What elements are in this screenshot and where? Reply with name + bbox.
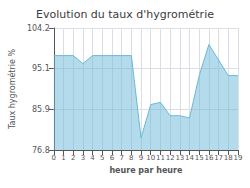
svg-text:95.1: 95.1 xyxy=(32,64,50,73)
svg-text:6: 6 xyxy=(110,154,115,162)
svg-text:Evolution du taux d'hygrométri: Evolution du taux d'hygrométrie xyxy=(36,8,214,21)
svg-text:85.9: 85.9 xyxy=(32,105,50,114)
svg-text:7: 7 xyxy=(119,154,123,162)
svg-text:104.2: 104.2 xyxy=(27,24,50,33)
svg-text:15: 15 xyxy=(195,154,204,162)
svg-text:12: 12 xyxy=(166,154,175,162)
svg-text:4: 4 xyxy=(90,154,95,162)
svg-text:76.8: 76.8 xyxy=(32,146,50,155)
svg-text:10: 10 xyxy=(146,154,155,162)
svg-text:18: 18 xyxy=(224,154,233,162)
svg-text:17: 17 xyxy=(214,154,223,162)
svg-text:11: 11 xyxy=(156,154,165,162)
svg-text:heure par heure: heure par heure xyxy=(109,166,183,175)
svg-text:16: 16 xyxy=(204,154,213,162)
svg-text:0: 0 xyxy=(52,154,56,162)
svg-text:3: 3 xyxy=(81,154,85,162)
svg-text:2: 2 xyxy=(71,154,75,162)
svg-text:19: 19 xyxy=(234,154,243,162)
svg-text:Taux hygrométrie %: Taux hygrométrie % xyxy=(7,49,17,131)
svg-text:14: 14 xyxy=(185,154,194,162)
svg-text:5: 5 xyxy=(100,154,104,162)
svg-text:1: 1 xyxy=(61,154,65,162)
svg-text:8: 8 xyxy=(129,154,133,162)
svg-text:9: 9 xyxy=(139,154,143,162)
svg-text:13: 13 xyxy=(175,154,184,162)
